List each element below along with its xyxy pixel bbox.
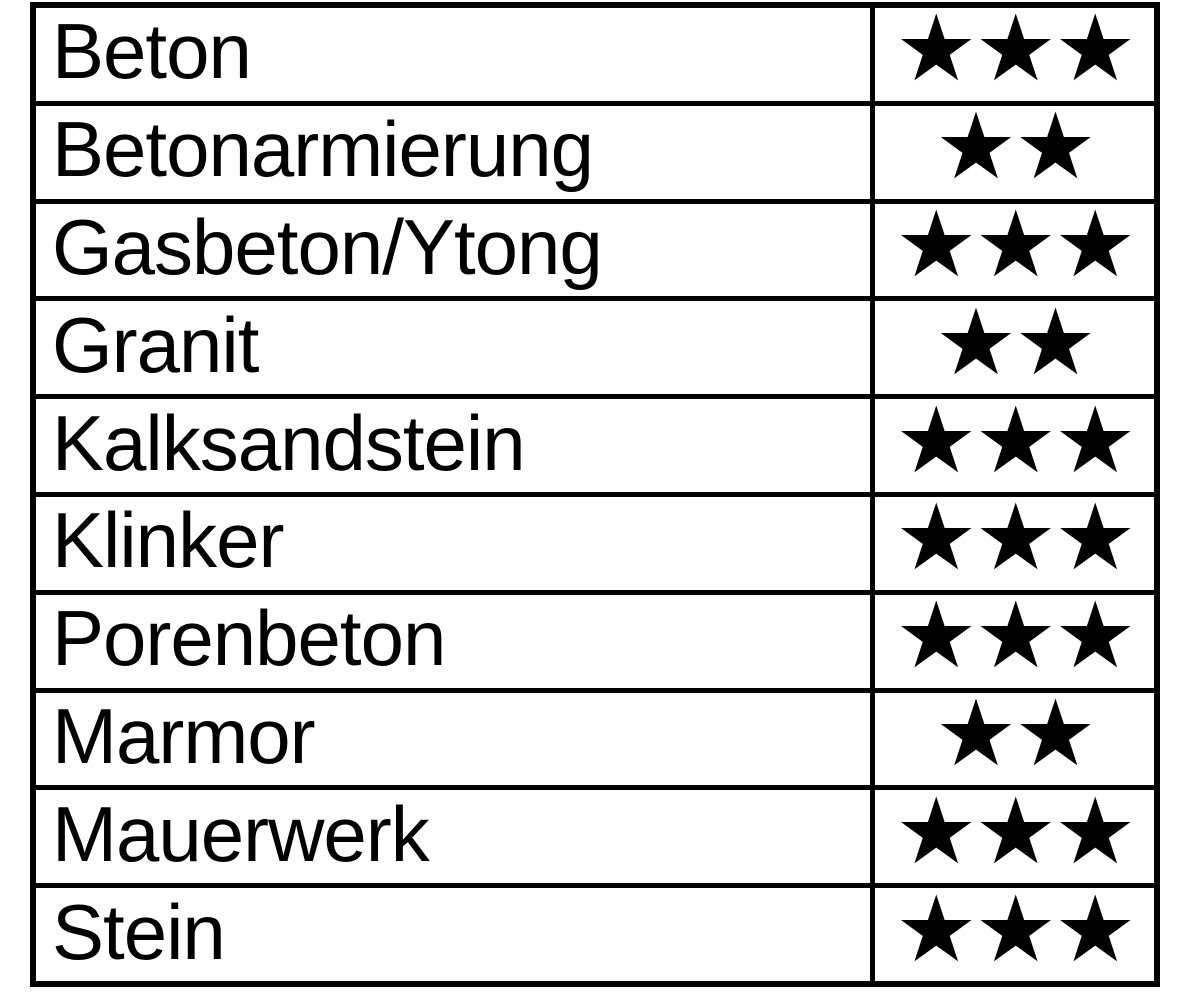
star-rating: ★★★ bbox=[895, 790, 1136, 884]
star-rating: ★★★ bbox=[895, 888, 1136, 981]
table-row: Betonarmierung ★★ bbox=[36, 105, 1154, 204]
table-row: Klinker ★★★ bbox=[36, 496, 1154, 595]
star-rating: ★★ bbox=[934, 105, 1097, 199]
table-row: Kalksandstein ★★★ bbox=[36, 399, 1154, 497]
table-row: Gasbeton/Ytong ★★★ bbox=[36, 203, 1154, 302]
table-row: Stein ★★★ bbox=[36, 888, 1154, 981]
material-name: Kalksandstein bbox=[36, 399, 875, 492]
star-rating: ★★★ bbox=[895, 594, 1136, 688]
material-name: Gasbeton/Ytong bbox=[36, 203, 875, 297]
star-rating: ★★★ bbox=[895, 203, 1136, 297]
table-row: Beton ★★★ bbox=[36, 8, 1154, 106]
material-name: Beton bbox=[36, 8, 875, 101]
material-name: Mauerwerk bbox=[36, 790, 875, 884]
material-name: Stein bbox=[36, 888, 875, 981]
table-row: Mauerwerk ★★★ bbox=[36, 790, 1154, 889]
material-name: Porenbeton bbox=[36, 594, 875, 688]
table-row: Porenbeton ★★★ bbox=[36, 594, 1154, 693]
material-name: Klinker bbox=[36, 496, 875, 590]
star-rating: ★★ bbox=[934, 692, 1097, 786]
material-name: Granit bbox=[36, 301, 875, 395]
star-rating: ★★★ bbox=[895, 496, 1136, 590]
star-rating: ★★ bbox=[934, 301, 1097, 395]
table-row: Granit ★★ bbox=[36, 301, 1154, 400]
star-rating: ★★★ bbox=[895, 399, 1136, 492]
material-name: Betonarmierung bbox=[36, 105, 875, 199]
material-rating-table: Beton ★★★ Betonarmierung ★★ Gasbeton/Yto… bbox=[30, 2, 1160, 987]
table-row: Marmor ★★ bbox=[36, 692, 1154, 791]
material-name: Marmor bbox=[36, 692, 875, 786]
star-rating: ★★★ bbox=[895, 8, 1136, 101]
